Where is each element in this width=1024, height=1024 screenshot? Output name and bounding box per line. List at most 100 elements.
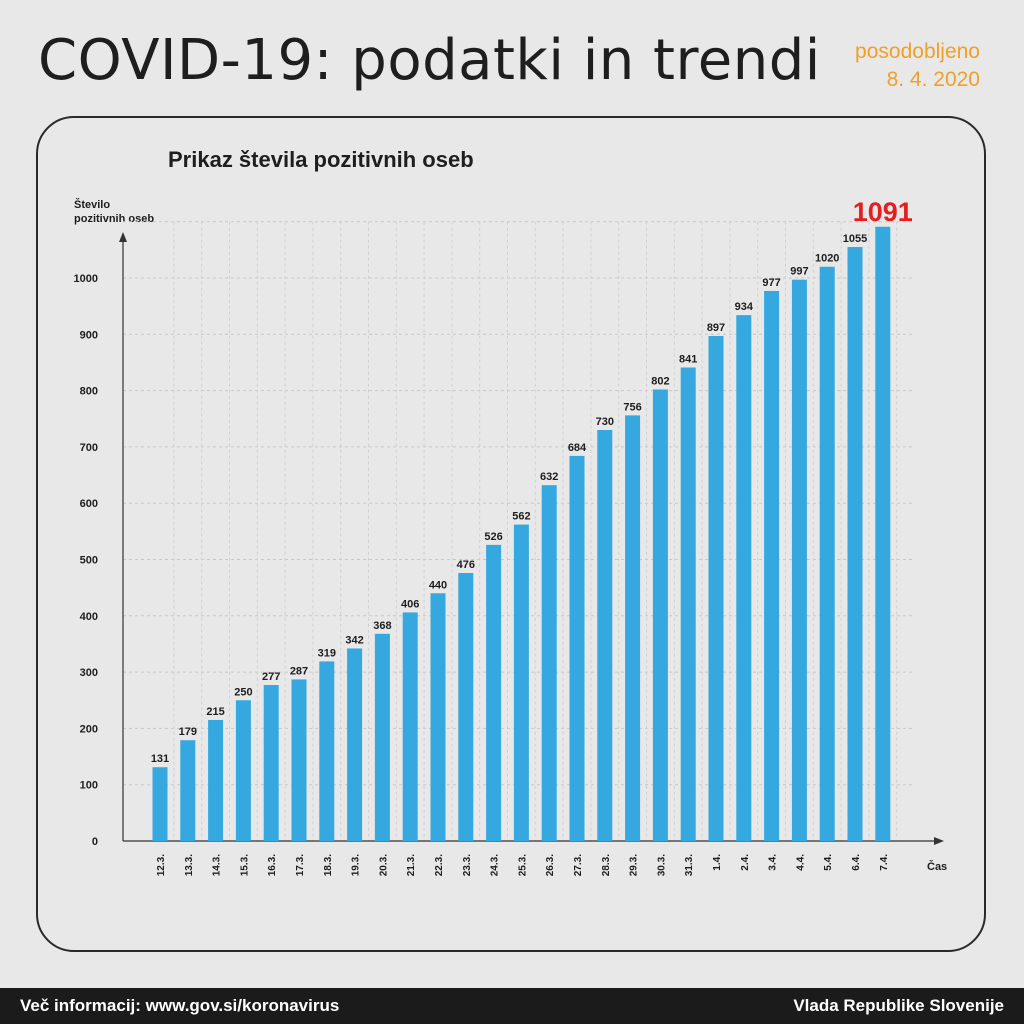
bar-value-label: 368 [373, 620, 391, 632]
bar [569, 455, 585, 841]
bar [402, 612, 418, 841]
bar-value-label: 277 [262, 671, 280, 683]
bar [347, 648, 363, 841]
bar [458, 573, 474, 841]
footer-info-link[interactable]: Več informacij: www.gov.si/koronavirus [20, 996, 340, 1015]
bar [708, 335, 724, 841]
page-title: COVID-19: podatki in trendi [38, 28, 821, 93]
bar [430, 593, 446, 841]
bar-value-label: 684 [568, 442, 587, 454]
x-tick-label: 22.3. [434, 854, 445, 876]
bar-value-label: 526 [484, 531, 502, 543]
x-tick-label: 28.3. [601, 854, 612, 876]
x-tick-label: 25.3. [517, 854, 528, 876]
updated-label: posodobljeno [855, 40, 980, 63]
bar-value-label: 440 [429, 579, 447, 591]
y-tick-label: 900 [80, 329, 98, 341]
x-tick-label: 6.4. [851, 854, 862, 871]
bar-value-label: 406 [401, 598, 419, 610]
y-tick-label: 600 [80, 498, 98, 510]
bar-value-label: 1020 [815, 253, 839, 265]
bar [736, 315, 752, 842]
x-axis-label: Čas [927, 860, 947, 873]
update-info: posodobljeno 8. 4. 2020 [855, 38, 980, 94]
bar [625, 415, 641, 841]
x-tick-label: 3.4. [768, 854, 779, 871]
highlight-value-label: 1091 [853, 197, 913, 227]
bar [486, 544, 502, 841]
bar [847, 247, 863, 841]
x-tick-label: 17.3. [295, 854, 306, 876]
bar-chart: Prikaz števila pozitivnih oseb Število p… [74, 147, 948, 876]
chart-panel [36, 116, 986, 952]
bar-value-label: 1055 [843, 233, 867, 245]
x-tick-label: 14.3. [212, 854, 223, 876]
bar-value-label: 756 [623, 401, 641, 413]
x-tick-label: 21.3. [406, 854, 417, 876]
bar-value-label: 319 [318, 647, 336, 659]
x-tick-label: 2.4. [740, 854, 751, 871]
x-tick-label: 31.3. [684, 854, 695, 876]
bar [791, 279, 807, 842]
x-tick-label: 23.3. [462, 854, 473, 876]
x-tick-label: 30.3. [656, 854, 667, 876]
bar [597, 430, 613, 841]
bar [152, 767, 168, 841]
x-tick-label: 18.3. [323, 854, 334, 876]
bar-value-label: 841 [679, 354, 697, 366]
bar-value-label: 802 [651, 375, 669, 387]
x-tick-label: 24.3. [490, 854, 501, 876]
footer-org: Vlada Republike Slovenije [793, 996, 1004, 1015]
y-tick-label: 1000 [74, 273, 98, 285]
y-tick-label: 400 [80, 611, 98, 623]
bar-value-label: 215 [206, 706, 224, 718]
y-tick-label: 200 [80, 723, 98, 735]
chart-title: Prikaz števila pozitivnih oseb [168, 147, 474, 172]
x-tick-label: 20.3. [378, 854, 389, 876]
bar [819, 266, 835, 841]
y-axis-label-line-1: Število [74, 198, 110, 211]
x-tick-label: 26.3. [545, 854, 556, 876]
bar [680, 367, 696, 841]
bar-value-label: 977 [762, 277, 780, 289]
bar [374, 633, 390, 841]
y-tick-label: 800 [80, 386, 98, 398]
footer-bar: Več informacij: www.gov.si/koronavirus V… [0, 988, 1024, 1024]
y-axis-label-line-2: pozitivnih oseb [74, 213, 154, 225]
bar [541, 485, 557, 841]
bar-value-label: 131 [151, 753, 169, 765]
bar-value-label: 342 [345, 634, 363, 646]
bar-value-label: 476 [457, 559, 475, 571]
bar-value-label: 897 [707, 322, 725, 334]
bar [764, 290, 780, 842]
bar [513, 524, 529, 841]
y-axis-arrow [119, 232, 127, 242]
bar-value-label: 730 [596, 416, 614, 428]
y-tick-label: 300 [80, 667, 98, 679]
bar [180, 740, 196, 841]
x-tick-label: 7.4. [879, 854, 890, 871]
bar-value-label: 179 [179, 726, 197, 738]
y-tick-label: 500 [80, 555, 98, 567]
y-tick-label: 700 [80, 442, 98, 454]
x-tick-label: 12.3. [156, 854, 167, 876]
bar-value-label: 997 [790, 266, 808, 278]
bar [875, 226, 891, 842]
bar [652, 389, 668, 841]
bar-value-label: 250 [234, 686, 252, 698]
x-tick-label: 19.3. [351, 854, 362, 876]
y-tick-label: 0 [92, 836, 98, 848]
x-tick-label: 4.4. [795, 854, 806, 871]
x-tick-label: 13.3. [184, 854, 195, 876]
bar-value-label: 632 [540, 471, 558, 483]
bar [208, 719, 224, 841]
x-tick-label: 15.3. [239, 854, 250, 876]
x-tick-label: 1.4. [712, 854, 723, 871]
bar [291, 679, 307, 841]
bar-value-label: 934 [735, 301, 754, 313]
bar-value-label: 562 [512, 511, 530, 523]
updated-date: 8. 4. 2020 [886, 68, 980, 91]
bar [235, 700, 251, 841]
x-tick-label: 27.3. [573, 854, 584, 876]
bar [319, 661, 335, 841]
